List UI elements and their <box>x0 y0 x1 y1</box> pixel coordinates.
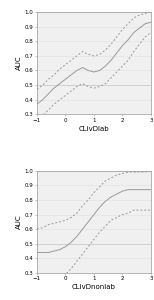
X-axis label: CLivDnonlab: CLivDnonlab <box>72 284 116 290</box>
Y-axis label: AUC: AUC <box>16 214 22 229</box>
Y-axis label: AUC: AUC <box>16 56 22 70</box>
X-axis label: CLivDlab: CLivDlab <box>79 126 109 132</box>
